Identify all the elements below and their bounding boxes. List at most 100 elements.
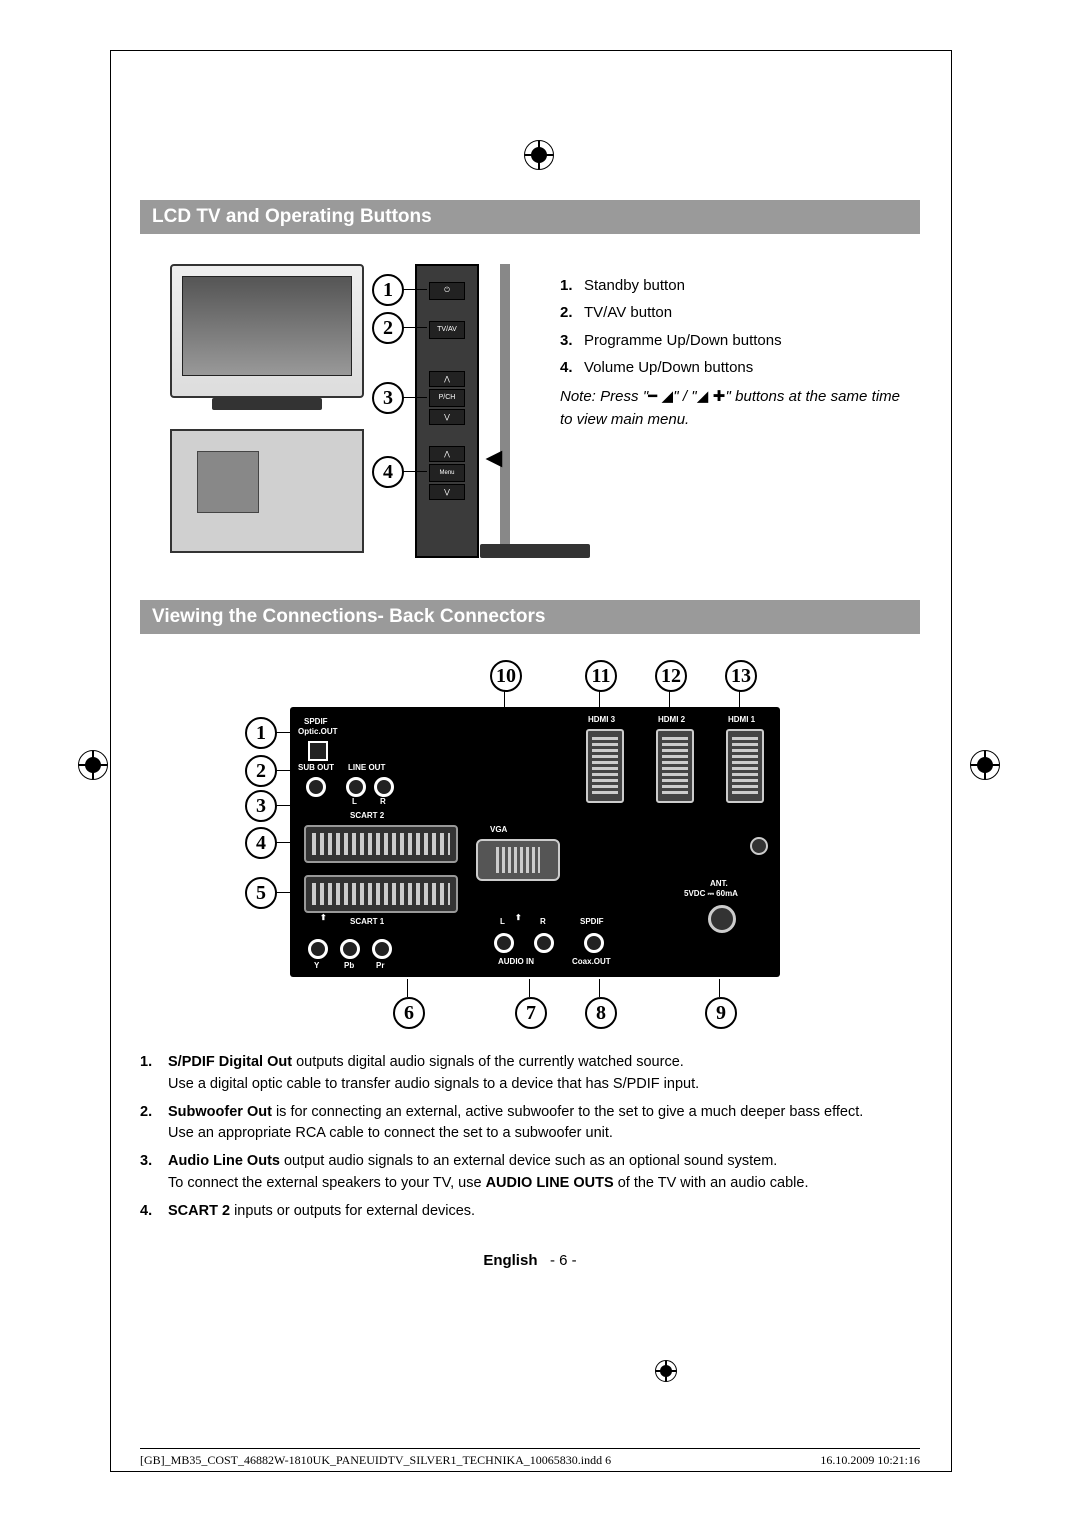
y-label: Y xyxy=(314,961,319,970)
back-connectors-area: 10 11 12 13 1 2 3 4 5 6 7 8 9 SPDIF Opti… xyxy=(140,652,920,1052)
rca-port xyxy=(494,933,514,953)
hdmi3-port xyxy=(586,729,624,803)
optic-label: Optic.OUT xyxy=(298,727,338,736)
leader-line xyxy=(407,979,408,997)
pb-label: Pb xyxy=(344,961,354,970)
callout-p1: 1 xyxy=(245,717,277,749)
standby-button-icon xyxy=(429,282,465,300)
scart2-label: SCART 2 xyxy=(350,811,384,820)
leader-line xyxy=(599,979,600,997)
description-item: 1.S/PDIF Digital Out outputs digital aud… xyxy=(140,1052,920,1096)
operating-button-item: 2.TV/AV button xyxy=(560,301,900,324)
spdif-label: SPDIF xyxy=(304,717,328,726)
file-date: 16.10.2009 10:21:16 xyxy=(820,1453,920,1468)
callout-12: 12 xyxy=(655,660,687,692)
hdmi2-label: HDMI 2 xyxy=(658,715,685,724)
description-item: 3.Audio Line Outs output audio signals t… xyxy=(140,1151,920,1195)
callout-3: 3 xyxy=(372,382,404,414)
callout-8: 8 xyxy=(585,997,617,1029)
back-panel-illustration: SPDIF Optic.OUT SUB OUT LINE OUT L R SCA… xyxy=(290,707,780,977)
rca-port xyxy=(308,939,328,959)
pointer-arrow-icon: ◄ xyxy=(480,442,508,474)
hdmi3-label: HDMI 3 xyxy=(588,715,615,724)
operating-buttons-area: TV/AV ⋀ P/CH ⋁ ⋀ Menu ⋁ ◄ 1 2 3 4 1.Stan… xyxy=(140,264,920,594)
rca-port xyxy=(340,939,360,959)
coaxout-label: Coax.OUT xyxy=(572,957,611,966)
scart1-label: SCART 1 xyxy=(350,917,384,926)
callout-p3: 3 xyxy=(245,790,277,822)
callout-10: 10 xyxy=(490,660,522,692)
file-name: [GB]_MB35_COST_46882W-1810UK_PANEUIDTV_S… xyxy=(140,1453,611,1468)
vga-port xyxy=(476,839,560,881)
screw-hole xyxy=(750,837,768,855)
audioin-label: AUDIO IN xyxy=(498,957,534,966)
leader-line xyxy=(529,979,530,997)
callout-6: 6 xyxy=(393,997,425,1029)
callout-p2: 2 xyxy=(245,755,277,787)
note-text: Note: Press "━ ◢" / "◢ ✚" buttons at the… xyxy=(560,385,900,432)
callout-1: 1 xyxy=(372,274,404,306)
registration-mark-top xyxy=(524,140,554,170)
callout-2: 2 xyxy=(372,312,404,344)
rca-port xyxy=(372,939,392,959)
up-arrow-icon: ⋀ xyxy=(429,371,465,387)
spdif2-label: SPDIF xyxy=(580,917,604,926)
pch-button-label: P/CH xyxy=(429,389,465,407)
description-item: 2.Subwoofer Out is for connecting an ext… xyxy=(140,1102,920,1146)
callout-13: 13 xyxy=(725,660,757,692)
operating-button-item: 4.Volume Up/Down buttons xyxy=(560,356,900,379)
file-footer: [GB]_MB35_COST_46882W-1810UK_PANEUIDTV_S… xyxy=(140,1448,920,1468)
page-footer: English - 6 - xyxy=(140,1252,920,1269)
ant-label: ANT. xyxy=(710,879,728,888)
down-arrow-icon: ⋁ xyxy=(429,484,465,500)
section1-heading: LCD TV and Operating Buttons xyxy=(140,200,920,234)
r-label: R xyxy=(540,917,546,926)
callout-4: 4 xyxy=(372,456,404,488)
leader-line xyxy=(669,690,670,708)
scart2-port xyxy=(304,825,458,863)
toslink-port xyxy=(308,741,328,761)
lineout-label: LINE OUT xyxy=(348,763,385,772)
vga-label: VGA xyxy=(490,825,507,834)
tv-side-buttons-strip: TV/AV ⋀ P/CH ⋁ ⋀ Menu ⋁ xyxy=(415,264,479,558)
down-arrow-icon: ⋁ xyxy=(429,409,465,425)
connector-descriptions: 1.S/PDIF Digital Out outputs digital aud… xyxy=(140,1052,920,1222)
hdmi1-port xyxy=(726,729,764,803)
up-arrow-icon: ⋀ xyxy=(429,446,465,462)
r-label: R xyxy=(380,797,386,806)
callout-p5: 5 xyxy=(245,877,277,909)
tv-front-illustration xyxy=(170,264,364,398)
leader-line xyxy=(719,979,720,997)
leader-line xyxy=(402,397,427,398)
rca-port xyxy=(374,777,394,797)
section2-heading: Viewing the Connections- Back Connectors xyxy=(140,600,920,634)
registration-mark-bottom xyxy=(655,1360,677,1382)
scart1-port xyxy=(304,875,458,913)
l-label: L xyxy=(352,797,357,806)
description-item: 4.SCART 2 inputs or outputs for external… xyxy=(140,1201,920,1223)
callout-9: 9 xyxy=(705,997,737,1029)
arrow-icon: ⬆ xyxy=(515,913,522,922)
callout-11: 11 xyxy=(585,660,617,692)
rca-port xyxy=(306,777,326,797)
hdmi1-label: HDMI 1 xyxy=(728,715,755,724)
antv-label: 5VDC ⎓ 60mA xyxy=(684,889,738,899)
registration-mark-left xyxy=(78,750,108,780)
leader-line xyxy=(402,471,427,472)
hdmi2-port xyxy=(656,729,694,803)
registration-mark-right xyxy=(970,750,1000,780)
leader-line xyxy=(402,289,427,290)
rca-port xyxy=(346,777,366,797)
pr-label: Pr xyxy=(376,961,384,970)
menu-button-label: Menu xyxy=(429,464,465,482)
callout-p4: 4 xyxy=(245,827,277,859)
leader-line xyxy=(402,327,427,328)
rca-port xyxy=(534,933,554,953)
antenna-port xyxy=(708,905,736,933)
subout-label: SUB OUT xyxy=(298,763,334,772)
l-label: L xyxy=(500,917,505,926)
operating-button-item: 1.Standby button xyxy=(560,274,900,297)
callout-7: 7 xyxy=(515,997,547,1029)
leader-line xyxy=(504,690,505,708)
arrow-icon: ⬆ xyxy=(320,913,327,922)
